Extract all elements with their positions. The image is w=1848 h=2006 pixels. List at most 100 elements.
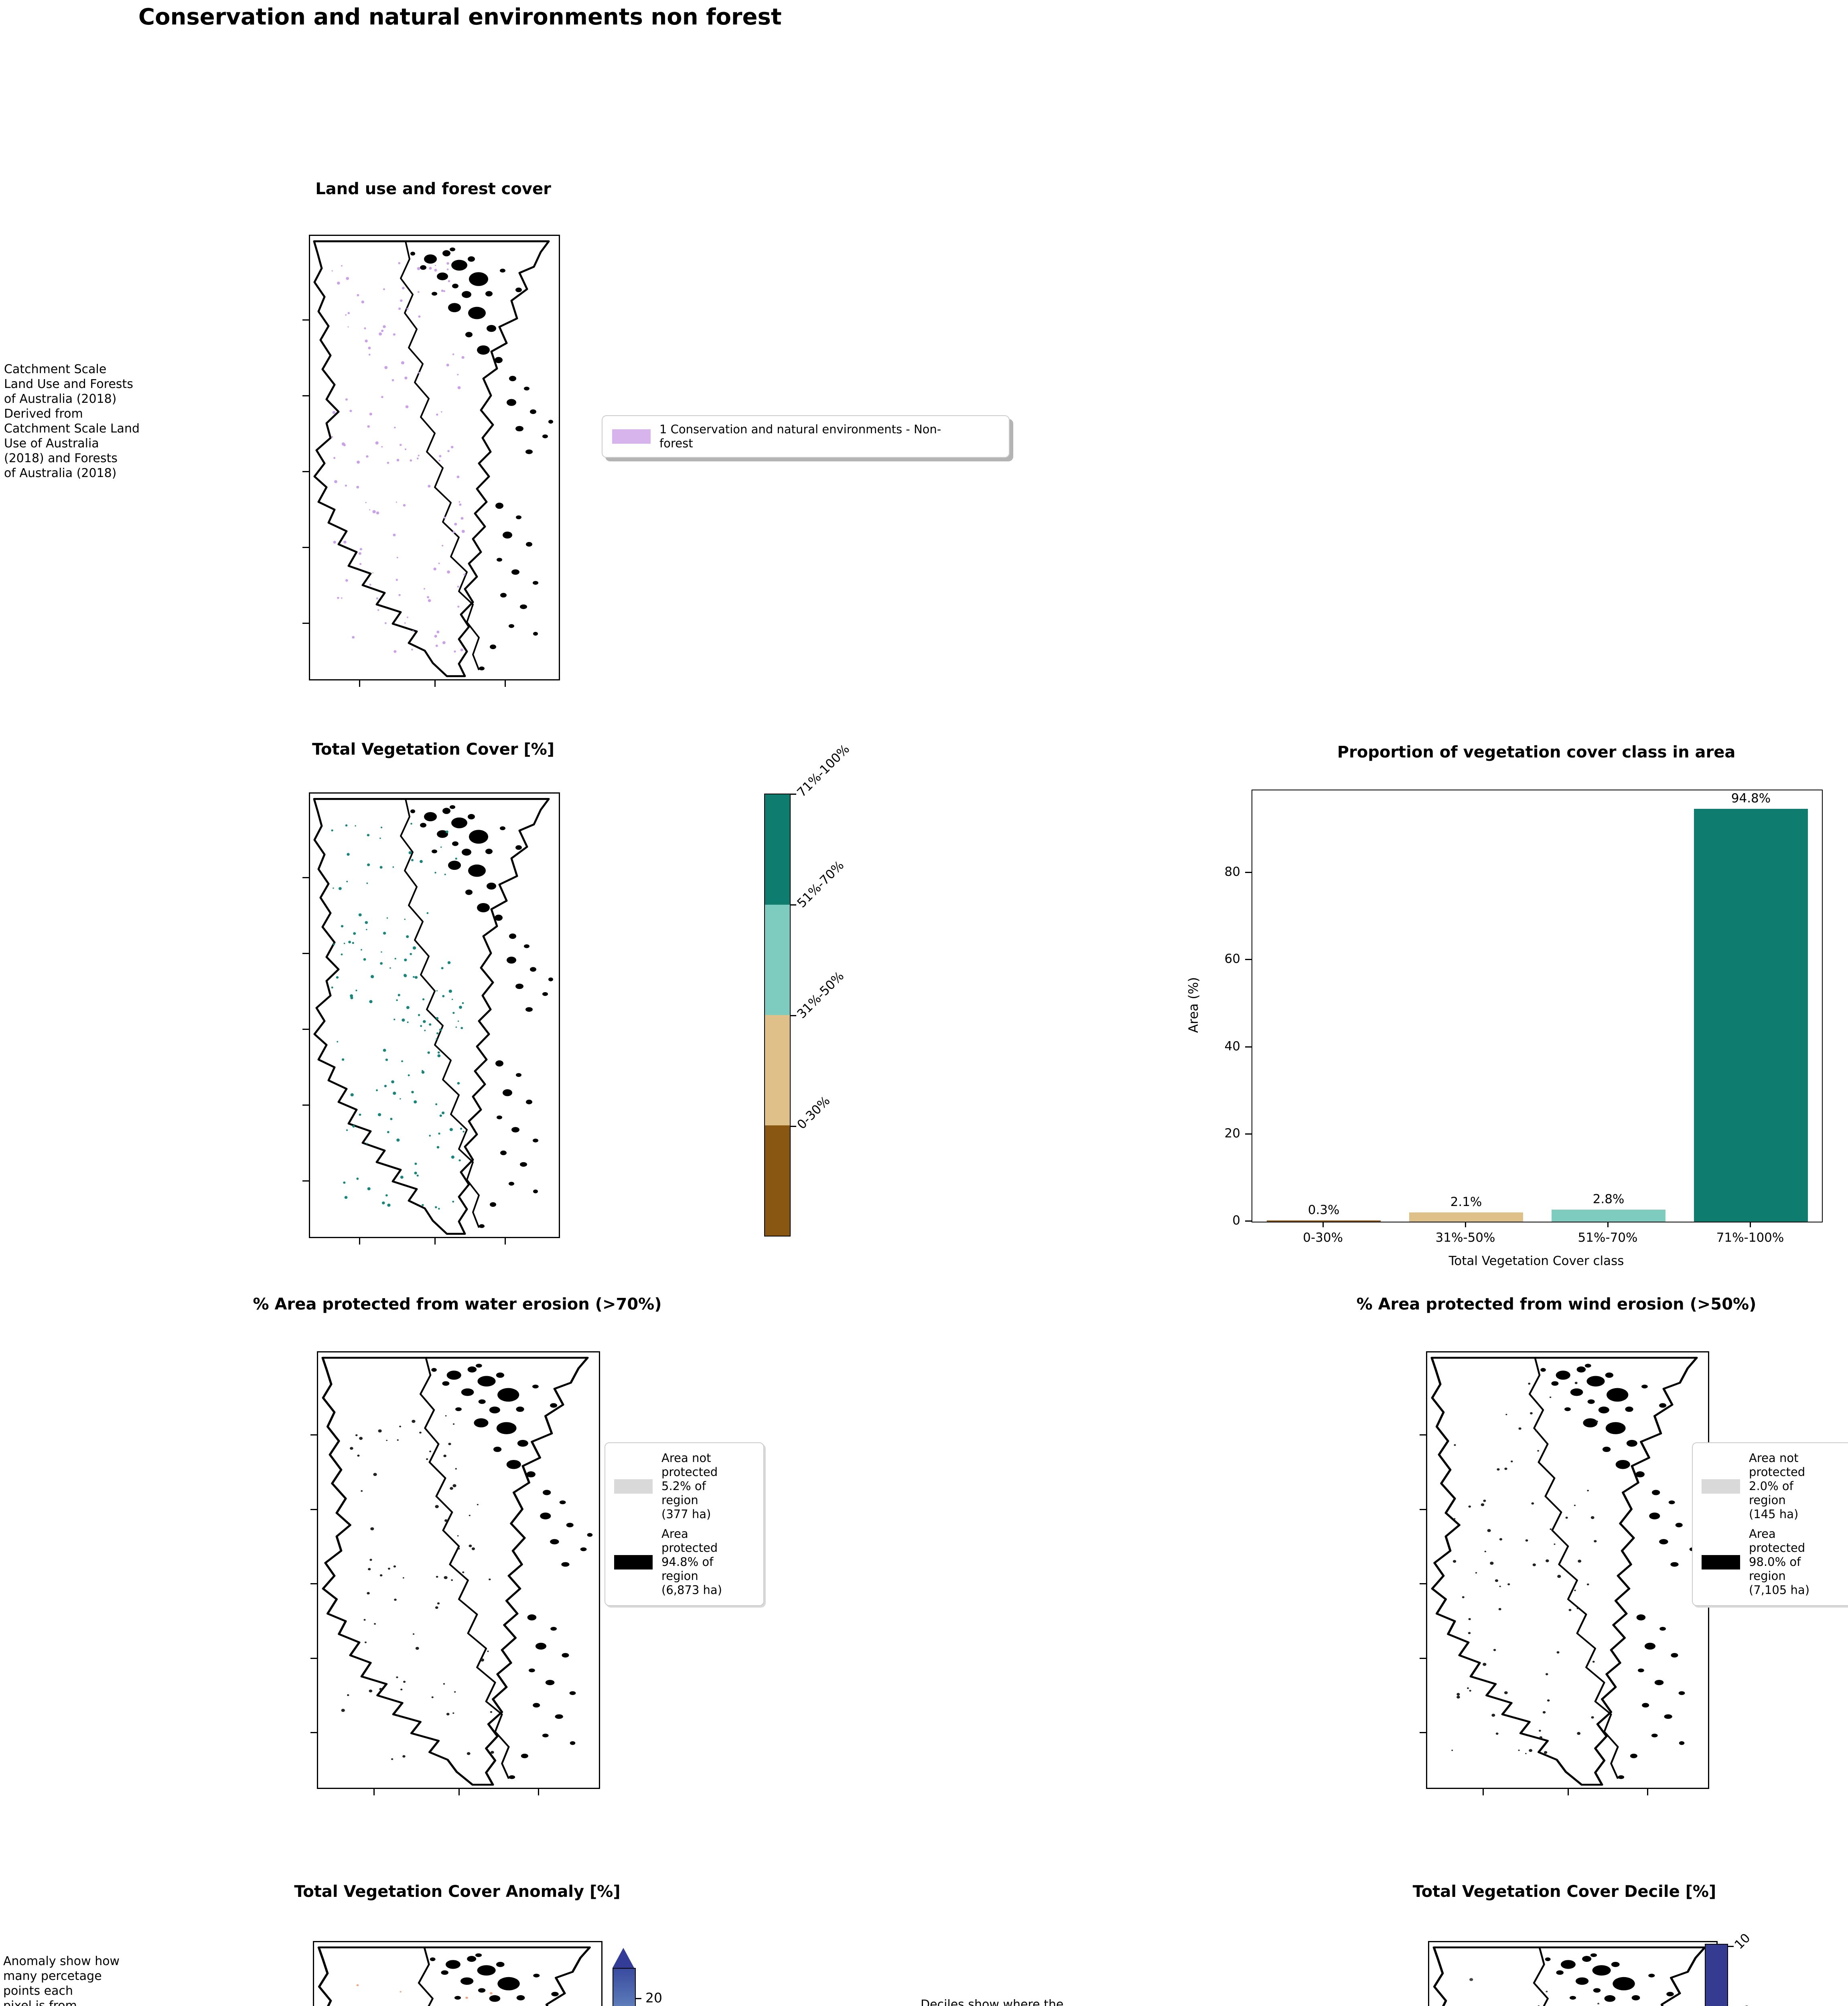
map-axis-tick <box>302 1180 309 1182</box>
map-axis-tick <box>1420 1583 1426 1584</box>
map-axis-tick <box>302 953 309 954</box>
colorbar-label: 8-9 <box>1732 2002 1756 2006</box>
map-axis-tick <box>359 1238 360 1245</box>
not-protected-swatch <box>1702 1479 1740 1494</box>
vegcover-map-title: Total Vegetation Cover [%] <box>312 740 555 759</box>
decile-map <box>1428 1941 1718 2006</box>
bar-value-label: 2.1% <box>1450 1195 1482 1209</box>
vegclass-bar-chart: 0.3% 2.1% 2.8% 94.8% <box>1252 790 1823 1222</box>
vegcover-map <box>309 792 560 1238</box>
map-axis-tick <box>302 547 309 548</box>
decile-colorbar <box>1705 1944 1728 2006</box>
not-protected-label: Area not protected 2.0% of region (145 h… <box>1749 1451 1805 1521</box>
map-axis-tick <box>302 877 309 878</box>
landuse-map-title: Land use and forest cover <box>315 180 551 198</box>
vegcover-colorbar <box>764 794 791 1236</box>
protected-swatch <box>1702 1555 1740 1569</box>
y-tick-label: 80 <box>1224 865 1240 879</box>
map-axis-tick <box>373 1789 375 1795</box>
vegclass-chart-title: Proportion of vegetation cover class in … <box>1337 743 1736 761</box>
map-axis-tick <box>310 1509 317 1510</box>
colorbar-tick <box>791 1126 796 1127</box>
colorbar-segment <box>765 905 790 1015</box>
map-axis-tick <box>505 1238 506 1245</box>
landuse-map <box>309 235 560 680</box>
y-axis-tick <box>1245 1046 1252 1048</box>
colorbar-tick <box>791 904 796 906</box>
water-erosion-map <box>317 1351 600 1789</box>
x-axis-tick <box>1465 1222 1466 1227</box>
colorbar-tick <box>636 1998 641 1999</box>
y-tick-label: 40 <box>1224 1039 1240 1054</box>
bar-0-30% <box>1267 1220 1381 1222</box>
colorbar-label: 51%-70% <box>794 858 847 911</box>
colorbar-label: 31%-50% <box>794 968 847 1021</box>
wind-erosion-map-title: % Area protected from wind erosion (>50%… <box>1356 1295 1757 1314</box>
landuse-source-note: Catchment Scale Land Use and Forests of … <box>4 362 140 480</box>
colorbar-tick <box>791 794 796 795</box>
map-axis-tick <box>310 1732 317 1733</box>
map-axis-tick <box>359 680 360 687</box>
y-axis-tick <box>1245 872 1252 873</box>
x-axis-tick <box>1323 1222 1324 1227</box>
water-erosion-map-title: % Area protected from water erosion (>70… <box>253 1295 662 1314</box>
map-axis-tick <box>302 471 309 472</box>
decile-map-title: Total Vegetation Cover Decile [%] <box>1412 1882 1716 1901</box>
not-protected-swatch <box>614 1479 653 1494</box>
map-axis-tick <box>310 1658 317 1659</box>
colorbar-segment <box>765 1125 790 1236</box>
map-axis-tick <box>302 319 309 321</box>
decile-note: Deciles show where the pixel value lies … <box>921 1998 1064 2006</box>
catchment-map-graphic <box>1432 1946 1706 2006</box>
colorbar-segment <box>1706 1945 1727 2006</box>
water-erosion-legend: Area not protected 5.2% of region (377 h… <box>605 1442 764 1606</box>
y-axis-tick <box>1245 1220 1252 1222</box>
map-axis-tick <box>310 1434 317 1435</box>
bar-value-label: 2.8% <box>1592 1192 1625 1206</box>
map-axis-tick <box>1568 1789 1569 1795</box>
chart-y-axis-label: Area (%) <box>1186 977 1201 1033</box>
x-tick-label: 51%-70% <box>1578 1230 1638 1245</box>
colorbar-tick <box>791 1015 796 1016</box>
y-axis-tick <box>1245 1133 1252 1135</box>
map-axis-tick <box>1483 1789 1484 1795</box>
x-tick-label: 0-30% <box>1303 1230 1343 1245</box>
not-protected-label: Area not protected 5.2% of region (377 h… <box>661 1451 718 1521</box>
map-axis-tick <box>505 680 506 687</box>
bar-value-label: 0.3% <box>1308 1203 1340 1217</box>
x-tick-label: 71%-100% <box>1716 1230 1784 1245</box>
page-title: Conservation and natural environments no… <box>138 4 782 30</box>
chart-x-axis-label: Total Vegetation Cover class <box>1448 1254 1624 1268</box>
map-axis-tick <box>434 680 436 687</box>
bar-71%-100% <box>1694 809 1808 1222</box>
x-tick-label: 31%-50% <box>1435 1230 1495 1245</box>
catchment-map-graphic <box>317 1946 591 2006</box>
anomaly-colorbar <box>613 1968 636 2006</box>
anomaly-colorbar-top-arrow <box>613 1948 634 1968</box>
y-axis-tick <box>1245 959 1252 960</box>
colorbar-tick <box>1728 1946 1734 1947</box>
landuse-legend-label: 1 Conservation and natural environments … <box>659 422 941 450</box>
anomaly-map <box>313 1941 602 2006</box>
catchment-map-graphic <box>313 798 553 1235</box>
anomaly-map-title: Total Vegetation Cover Anomaly [%] <box>294 1882 621 1901</box>
anomaly-note: Anomaly show how many percetage points e… <box>3 1954 120 2006</box>
colorbar-label: 10 <box>1732 1931 1753 1952</box>
map-axis-tick <box>302 1029 309 1030</box>
protected-swatch <box>614 1555 653 1569</box>
x-axis-tick <box>1750 1222 1751 1227</box>
protected-label: Area protected 98.0% of region (7,105 ha… <box>1749 1527 1810 1597</box>
wind-erosion-legend: Area not protected 2.0% of region (145 h… <box>1692 1442 1848 1606</box>
colorbar-segment <box>765 1015 790 1125</box>
map-axis-tick <box>302 1105 309 1106</box>
y-tick-label: 60 <box>1224 952 1240 966</box>
map-axis-tick <box>1420 1732 1426 1733</box>
landuse-legend-swatch <box>612 429 651 444</box>
map-axis-tick <box>302 623 309 624</box>
bar-51%-70% <box>1552 1210 1665 1222</box>
protected-label: Area protected 94.8% of region (6,873 ha… <box>661 1527 722 1597</box>
map-axis-tick <box>302 395 309 396</box>
colorbar-label: 71%-100% <box>794 741 853 800</box>
bar-31%-50% <box>1409 1212 1523 1222</box>
map-axis-tick <box>1420 1509 1426 1510</box>
